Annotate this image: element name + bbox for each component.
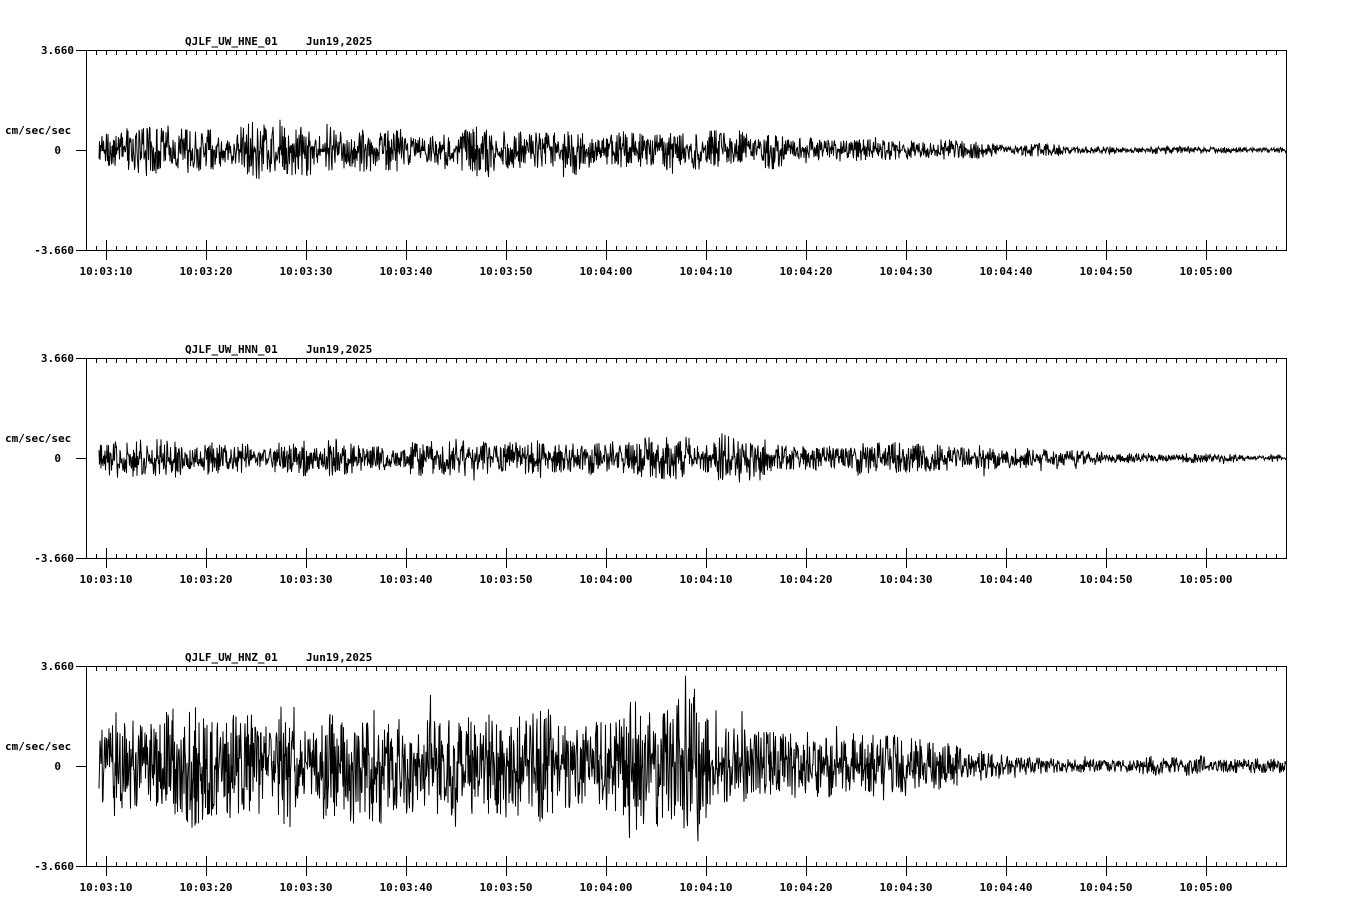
panel-date-label: Jun19,2025 <box>306 651 372 664</box>
x-tick-label: 10:04:40 <box>980 573 1033 586</box>
y-min-label: -3.660 <box>34 552 74 565</box>
x-tick-label: 10:05:00 <box>1180 573 1233 586</box>
y-min-label: -3.660 <box>34 860 74 873</box>
y-max-label: 3.660 <box>41 44 74 57</box>
panel-date-label: Jun19,2025 <box>306 343 372 356</box>
x-tick-label: 10:04:20 <box>780 573 833 586</box>
x-tick-label: 10:04:40 <box>980 265 1033 278</box>
x-tick-label: 10:04:50 <box>1080 573 1133 586</box>
panel-station-label: QJLF_UW_HNZ_01 <box>185 651 278 664</box>
waveform-trace <box>98 119 1287 180</box>
x-tick-label: 10:03:10 <box>80 573 133 586</box>
x-tick-label: 10:04:00 <box>580 265 633 278</box>
y-unit-label: cm/sec/sec <box>5 740 71 753</box>
y-max-label: 3.660 <box>41 660 74 673</box>
x-tick-label: 10:04:30 <box>880 265 933 278</box>
x-tick-label: 10:04:10 <box>680 573 733 586</box>
x-tick-label: 10:03:20 <box>180 881 233 894</box>
y-zero-label: 0 <box>54 144 61 157</box>
x-tick-label: 10:03:10 <box>80 881 133 894</box>
panel-station-label: QJLF_UW_HNN_01 <box>185 343 278 356</box>
y-zero-label: 0 <box>54 760 61 773</box>
x-tick-label: 10:03:40 <box>380 573 433 586</box>
x-tick-label: 10:05:00 <box>1180 265 1233 278</box>
x-tick-label: 10:04:00 <box>580 881 633 894</box>
x-tick-label: 10:04:40 <box>980 881 1033 894</box>
x-tick-label: 10:03:50 <box>480 265 533 278</box>
x-tick-label: 10:04:20 <box>780 881 833 894</box>
x-tick-label: 10:03:30 <box>280 265 333 278</box>
x-tick-label: 10:04:10 <box>680 265 733 278</box>
x-tick-label: 10:04:00 <box>580 573 633 586</box>
panel-station-label: QJLF_UW_HNE_01 <box>185 35 278 48</box>
y-unit-label: cm/sec/sec <box>5 432 71 445</box>
x-tick-label: 10:03:50 <box>480 881 533 894</box>
y-max-label: 3.660 <box>41 352 74 365</box>
x-tick-label: 10:04:30 <box>880 881 933 894</box>
y-min-label: -3.660 <box>34 244 74 257</box>
x-tick-label: 10:04:20 <box>780 265 833 278</box>
y-zero-label: 0 <box>54 452 61 465</box>
panel-3 <box>76 666 1287 876</box>
waveform-trace <box>98 433 1287 483</box>
panel-2 <box>76 358 1287 568</box>
x-tick-label: 10:03:40 <box>380 881 433 894</box>
x-tick-label: 10:03:50 <box>480 573 533 586</box>
x-tick-label: 10:03:10 <box>80 265 133 278</box>
x-tick-label: 10:04:50 <box>1080 881 1133 894</box>
x-tick-label: 10:03:30 <box>280 573 333 586</box>
x-tick-label: 10:04:50 <box>1080 265 1133 278</box>
x-tick-label: 10:04:30 <box>880 573 933 586</box>
x-tick-label: 10:03:40 <box>380 265 433 278</box>
x-tick-label: 10:04:10 <box>680 881 733 894</box>
panel-1 <box>76 50 1287 260</box>
x-tick-label: 10:05:00 <box>1180 881 1233 894</box>
x-tick-label: 10:03:30 <box>280 881 333 894</box>
x-tick-label: 10:03:20 <box>180 573 233 586</box>
x-tick-label: 10:03:20 <box>180 265 233 278</box>
y-unit-label: cm/sec/sec <box>5 124 71 137</box>
panel-date-label: Jun19,2025 <box>306 35 372 48</box>
waveform-trace <box>98 675 1287 842</box>
